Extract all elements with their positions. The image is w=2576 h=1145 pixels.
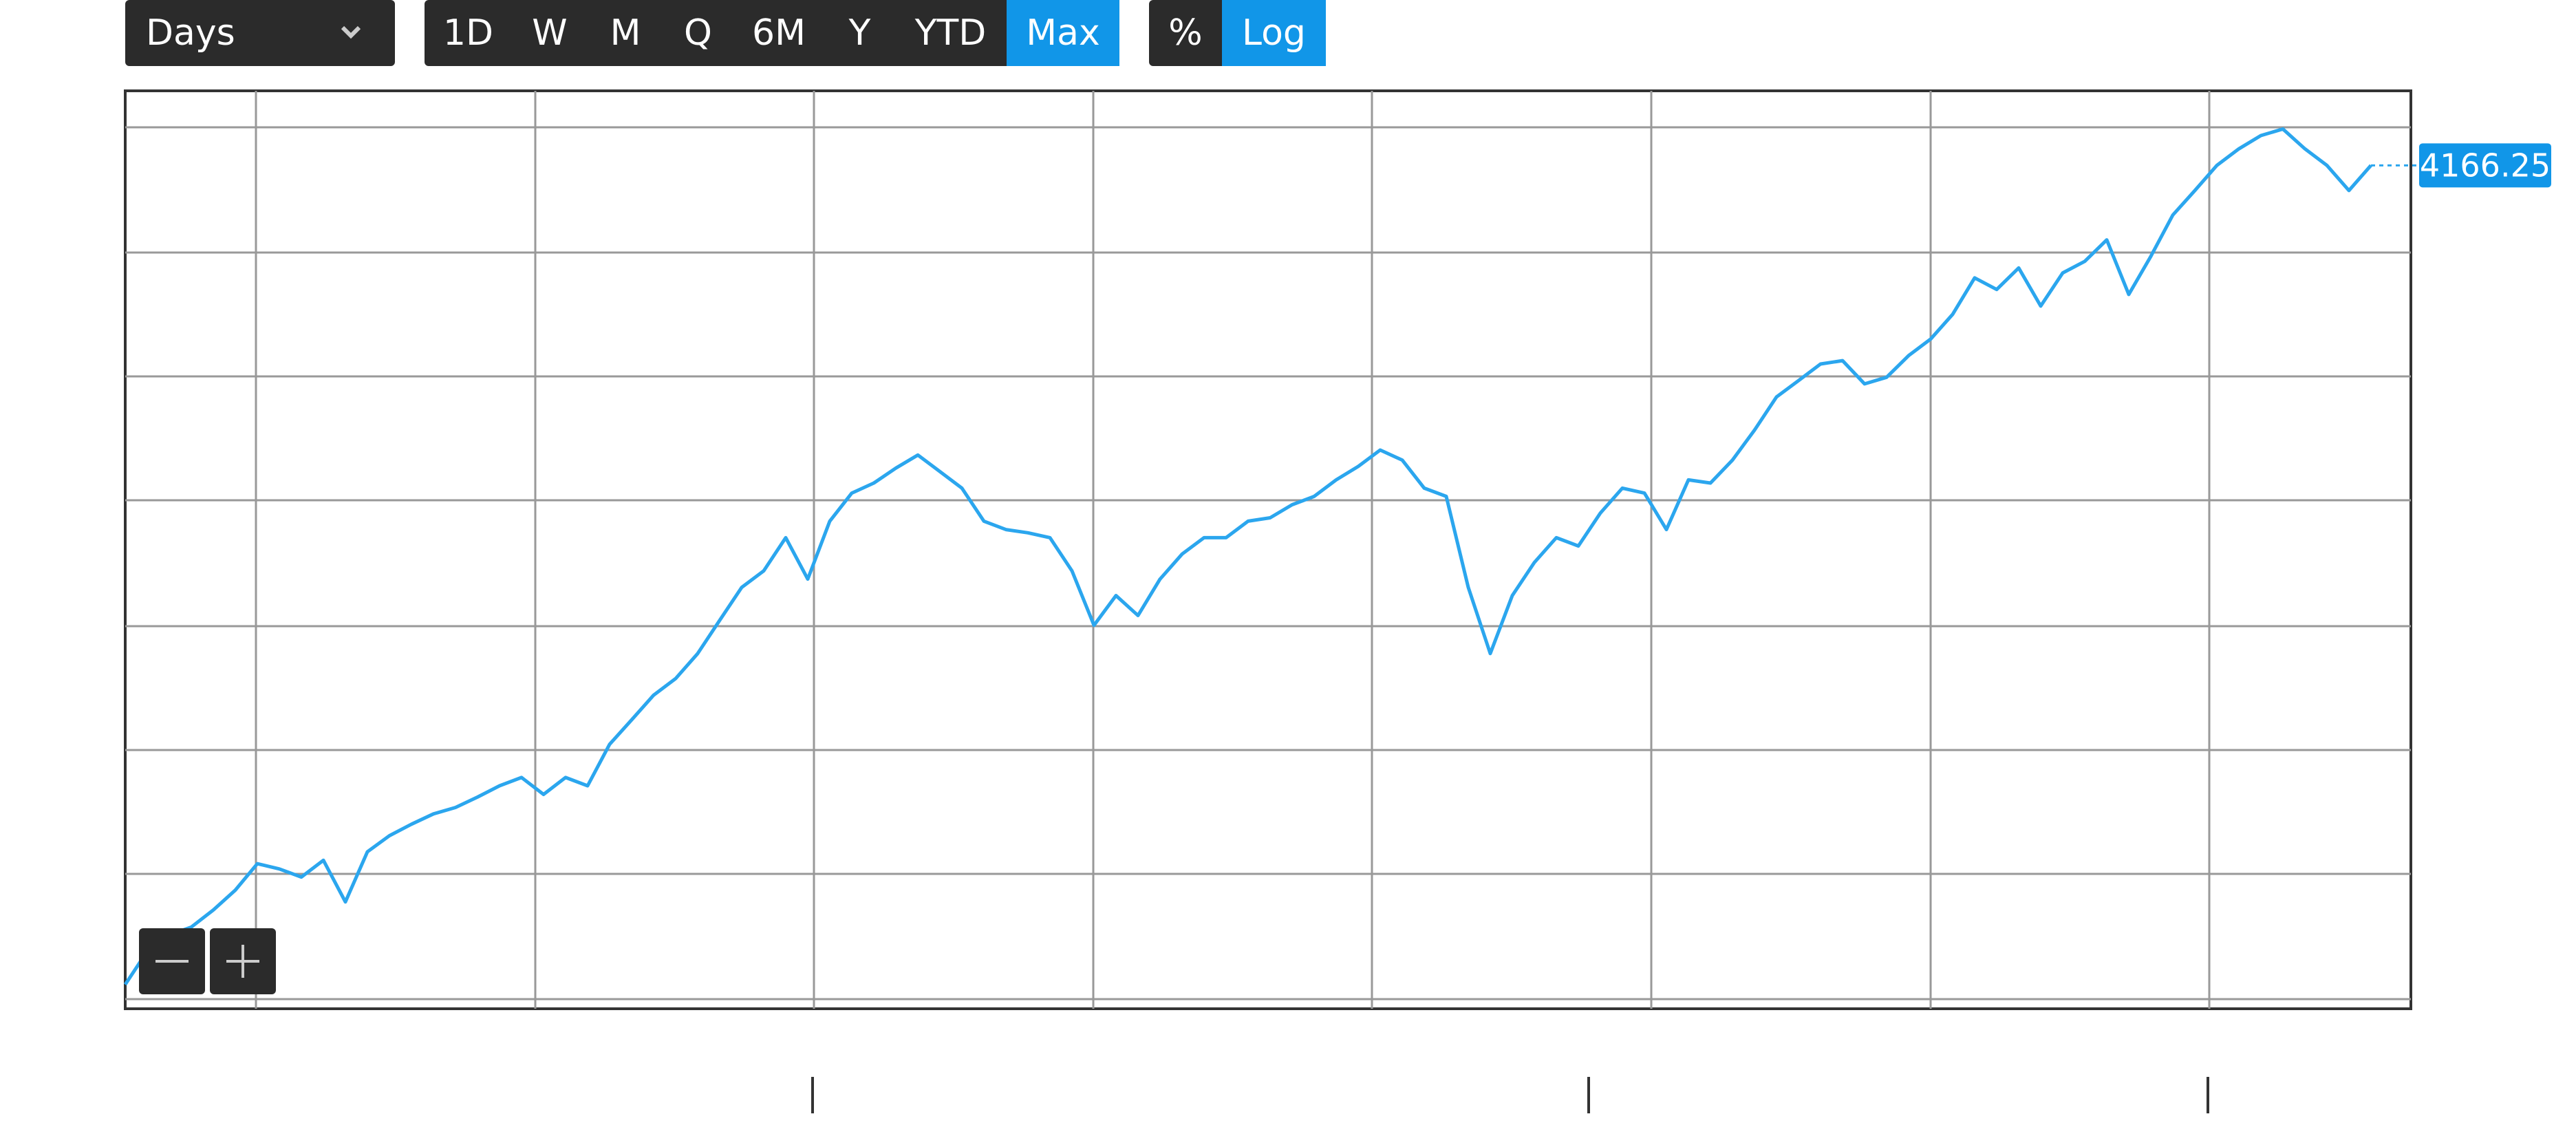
active-button[interactable] <box>1007 0 1119 66</box>
scale-buttons: % Log <box>1149 0 1326 66</box>
zoom-in[interactable] <box>210 928 276 994</box>
dropdown[interactable] <box>125 0 395 66</box>
button-group-bg <box>425 0 1119 66</box>
button-label[interactable]: Q <box>684 12 712 54</box>
last-price-label: 4166.25 <box>2420 147 2551 184</box>
button-label[interactable]: 1D <box>443 12 493 54</box>
button-label[interactable]: Y <box>848 12 871 54</box>
button-label[interactable]: 6M <box>752 12 806 54</box>
button-label[interactable]: M <box>610 12 641 54</box>
button-label[interactable]: YTD <box>914 12 987 54</box>
last-price-badge <box>2419 143 2551 188</box>
active-button[interactable] <box>1222 0 1326 66</box>
button-label[interactable]: W <box>532 12 567 54</box>
dropdown-label[interactable]: Days <box>146 12 235 54</box>
zoom-out[interactable] <box>139 928 205 994</box>
x-axis-ticks <box>811 1077 2209 1113</box>
price-line <box>123 127 2372 986</box>
chevron <box>341 25 361 39</box>
button-label[interactable]: Max <box>1026 12 1100 54</box>
button-label[interactable]: Log <box>1242 12 1306 54</box>
period-select[interactable]: Days <box>125 0 395 66</box>
plot-frame <box>124 89 2412 1010</box>
range-buttons: 1D W M Q 6M Y YTD Max <box>425 0 1119 66</box>
button-label[interactable]: % <box>1168 12 1202 54</box>
plot <box>123 89 2412 1010</box>
grid <box>125 91 2411 1009</box>
